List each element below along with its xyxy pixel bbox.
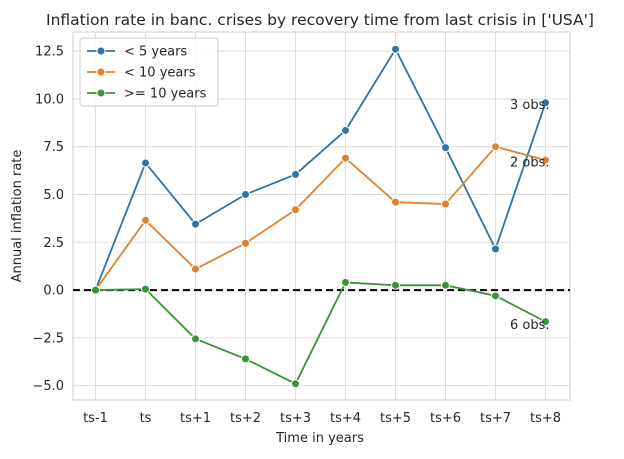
data-point xyxy=(341,125,350,135)
y-tick-label: −5.0 xyxy=(32,379,64,394)
data-point xyxy=(91,285,100,295)
data-point xyxy=(141,284,150,294)
legend: < 5 years < 10 years >= 10 years xyxy=(79,37,219,107)
x-tick-label: ts+8 xyxy=(530,411,561,426)
observation-annotation: 2 obs. xyxy=(510,155,550,170)
data-point xyxy=(541,98,550,108)
data-point xyxy=(241,189,250,199)
chart-title: Inflation rate in banc. crises by recove… xyxy=(46,11,594,29)
x-tick-label: ts xyxy=(140,411,152,426)
data-point xyxy=(291,169,300,179)
data-point xyxy=(541,155,550,165)
y-tick-label: 10.0 xyxy=(35,92,64,107)
data-point xyxy=(491,291,500,301)
data-point xyxy=(141,158,150,168)
x-tick-label: ts+3 xyxy=(280,411,311,426)
y-tick-label: 7.5 xyxy=(43,140,64,155)
legend-label: < 5 years xyxy=(124,45,187,60)
data-point xyxy=(191,334,200,344)
y-tick-label: 2.5 xyxy=(43,236,64,251)
legend-marker xyxy=(96,67,106,77)
series-line xyxy=(94,48,547,291)
data-point xyxy=(241,238,250,248)
x-tick-label: ts+2 xyxy=(230,411,261,426)
data-point xyxy=(441,280,450,290)
data-point xyxy=(441,199,450,209)
observation-annotation: 3 obs. xyxy=(510,98,550,113)
x-tick-label: ts-1 xyxy=(83,411,108,426)
data-point xyxy=(441,143,450,153)
data-point xyxy=(391,197,400,207)
data-point xyxy=(391,280,400,290)
y-tick-label: 12.5 xyxy=(35,45,64,60)
legend-box xyxy=(79,37,219,107)
series-line xyxy=(95,281,546,385)
data-point xyxy=(241,354,250,364)
data-point xyxy=(191,264,200,274)
x-tick-label: ts+4 xyxy=(330,411,361,426)
x-tick-label: ts+5 xyxy=(380,411,411,426)
data-point xyxy=(341,277,350,287)
x-axis-label: Time in years xyxy=(275,431,364,446)
x-tick-label: ts+1 xyxy=(180,411,211,426)
y-tick-label: −2.5 xyxy=(32,331,64,346)
legend-label: < 10 years xyxy=(124,66,196,81)
data-point xyxy=(341,153,350,163)
data-point xyxy=(191,219,200,229)
legend-marker xyxy=(96,46,106,56)
data-point xyxy=(391,44,400,54)
observation-annotation: 6 obs. xyxy=(510,318,550,333)
data-point xyxy=(491,244,500,254)
legend-label: >= 10 years xyxy=(124,87,207,102)
x-tick-label: ts+6 xyxy=(430,411,461,426)
legend-marker xyxy=(96,88,106,98)
y-tick-label: 0.0 xyxy=(43,284,64,299)
y-axis-label: Annual inflation rate xyxy=(10,150,25,283)
data-point xyxy=(291,379,300,389)
x-tick-label: ts+7 xyxy=(480,411,511,426)
data-point xyxy=(291,205,300,215)
series-line xyxy=(94,145,546,291)
data-point xyxy=(141,215,150,225)
data-point xyxy=(491,142,500,152)
data-point xyxy=(541,317,550,327)
y-tick-label: 5.0 xyxy=(43,188,64,203)
